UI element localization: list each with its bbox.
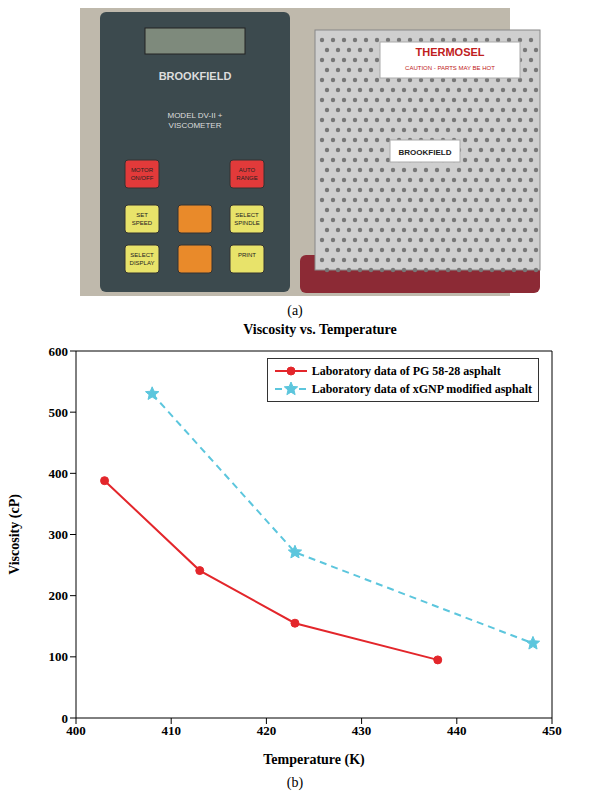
svg-text:0: 0: [62, 711, 69, 726]
html-text:(b): (b): [286, 775, 304, 790]
svg-text:AUTO: AUTO: [239, 167, 256, 173]
svg-text:PRINT: PRINT: [238, 252, 256, 258]
html-text:(a): (a): [287, 303, 303, 318]
svg-text:DISPLAY: DISPLAY: [130, 260, 155, 266]
svg-text:RANGE: RANGE: [236, 175, 257, 181]
svg-text:Viscosity (cP): Viscosity (cP): [7, 494, 23, 575]
svg-text:SET: SET: [136, 212, 148, 218]
svg-text:THERMOSEL: THERMOSEL: [415, 46, 484, 58]
svg-text:MOTOR: MOTOR: [131, 167, 154, 173]
html-text:Laboratory data of xGNP modifi: Laboratory data of xGNP modified asphalt: [311, 381, 532, 396]
html-text:Laboratory data of PG 58-28 as: Laboratory data of PG 58-28 asphalt: [311, 363, 501, 378]
svg-text:420: 420: [257, 723, 277, 738]
svg-text:ON/OFF: ON/OFF: [131, 175, 154, 181]
svg-text:200: 200: [49, 588, 69, 603]
svg-text:500: 500: [49, 405, 69, 420]
svg-text:CAUTION - PARTS MAY BE HOT: CAUTION - PARTS MAY BE HOT: [405, 65, 495, 71]
svg-text:SELECT: SELECT: [130, 252, 154, 258]
svg-text:Temperature (K): Temperature (K): [263, 752, 365, 768]
svg-text:450: 450: [542, 723, 562, 738]
svg-text:400: 400: [66, 723, 86, 738]
svg-text:BROOKFIELD: BROOKFIELD: [399, 148, 452, 157]
svg-text:410: 410: [161, 723, 181, 738]
svg-text:300: 300: [49, 527, 69, 542]
svg-text:SPEED: SPEED: [132, 220, 153, 226]
svg-text:BROOKFIELD: BROOKFIELD: [159, 70, 232, 82]
svg-text:VISCOMETER: VISCOMETER: [169, 121, 222, 130]
svg-text:SPINDLE: SPINDLE: [234, 220, 260, 226]
svg-text:400: 400: [49, 466, 69, 481]
svg-text:600: 600: [49, 344, 69, 359]
svg-text:430: 430: [352, 723, 372, 738]
svg-text:100: 100: [49, 649, 69, 664]
html-text:Viscosity vs. Temperature: Viscosity vs. Temperature: [243, 322, 397, 337]
svg-text:MODEL DV-II +: MODEL DV-II +: [167, 111, 222, 120]
svg-text:SELECT: SELECT: [235, 212, 259, 218]
svg-text:440: 440: [447, 723, 467, 738]
